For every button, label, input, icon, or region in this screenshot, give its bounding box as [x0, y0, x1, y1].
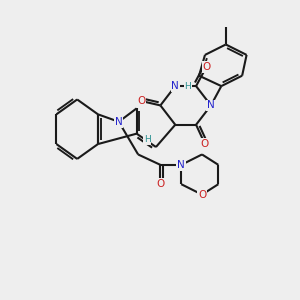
Text: H: H	[184, 82, 191, 91]
Text: O: O	[156, 179, 164, 189]
Text: N: N	[177, 160, 185, 170]
Text: O: O	[202, 62, 211, 72]
Text: O: O	[198, 190, 206, 200]
Text: N: N	[115, 117, 123, 127]
Text: O: O	[137, 96, 145, 106]
Text: H: H	[144, 135, 150, 144]
Text: O: O	[201, 139, 209, 149]
Text: N: N	[207, 100, 215, 110]
Text: N: N	[171, 81, 179, 91]
